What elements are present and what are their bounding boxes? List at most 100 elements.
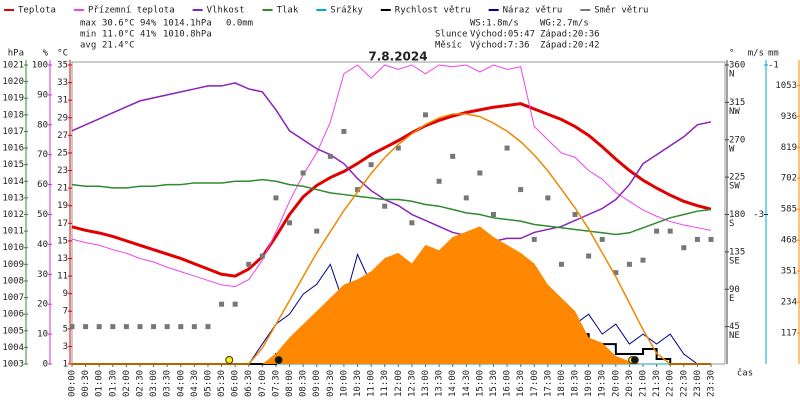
y-tick-label: 90 <box>729 285 740 295</box>
x-tick-label: 11:00 <box>367 370 377 397</box>
y-tick-label: 1019 <box>2 94 24 104</box>
direction-point <box>708 236 714 242</box>
y-tick-label: 25 <box>57 148 68 158</box>
direction-point <box>490 212 496 217</box>
x-tick-label: 09:00 <box>312 370 322 397</box>
x-tick-label: 22:30 <box>679 370 689 397</box>
x-tick-label: 03:30 <box>163 370 173 397</box>
axis-label: ° <box>729 49 734 59</box>
y-tick-label: -3 <box>753 210 764 220</box>
compass-label: SE <box>729 256 740 266</box>
y-tick-label: 1014 <box>2 177 24 187</box>
x-tick-label: 23:00 <box>693 370 703 397</box>
y-tick-label: 50 <box>37 210 48 220</box>
y-tick-label: 117 <box>781 329 797 339</box>
info-text: Měsíc <box>435 41 462 51</box>
y-tick-label: 27 <box>57 131 68 141</box>
y-tick-label: 1016 <box>2 144 24 154</box>
x-tick-label: 00:00 <box>68 370 78 397</box>
info-text: Slunce <box>435 30 468 40</box>
x-tick-label: 04:00 <box>176 370 186 397</box>
y-tick-label: 100 <box>32 61 48 71</box>
x-tick-label: 11:30 <box>380 370 390 397</box>
y-tick-label: 17 <box>57 219 68 229</box>
x-tick-label: 13:00 <box>421 370 431 397</box>
solar-area <box>72 226 711 364</box>
y-tick-label: 40 <box>37 240 48 250</box>
rise-set-marker <box>274 356 283 364</box>
x-tick-label: 23:30 <box>707 370 717 397</box>
direction-point <box>246 261 252 267</box>
direction-point <box>572 212 578 217</box>
axis-label: °C <box>57 49 68 59</box>
y-tick-label: -1 <box>768 61 779 71</box>
y-tick-label: 35 <box>57 61 68 71</box>
legend-label: Přízemní teplota <box>88 6 175 16</box>
direction-point <box>83 324 89 330</box>
direction-point <box>640 257 646 263</box>
legend-label: Tlak <box>277 6 299 16</box>
direction-point <box>694 236 700 242</box>
legend-label: Teplota <box>18 6 56 16</box>
x-tick-label: 10:30 <box>353 370 363 397</box>
x-tick-label: 08:30 <box>299 370 309 397</box>
axis-label: mm <box>768 49 779 59</box>
x-tick-label: 12:30 <box>407 370 417 397</box>
y-tick-label: 5 <box>63 324 68 334</box>
y-tick-label: 585 <box>781 205 797 215</box>
x-tick-label: 19:00 <box>584 370 594 397</box>
direction-point <box>259 253 265 259</box>
x-tick-label: 22:00 <box>666 370 676 397</box>
y-tick-label: 21 <box>57 184 68 194</box>
legend-label: Rychlost větru <box>395 6 471 16</box>
y-tick-label: 360 <box>729 61 745 71</box>
y-tick-label: 19 <box>57 201 68 211</box>
legend-label: Srážky <box>330 6 363 16</box>
direction-point <box>164 324 170 330</box>
direction-point <box>613 270 619 276</box>
y-tick-label: 1013 <box>2 193 24 203</box>
info-text: WS:1.8m/s <box>470 19 519 29</box>
x-tick-label: 12:00 <box>394 370 404 397</box>
y-tick-label: 1017 <box>2 127 24 137</box>
direction-point <box>626 261 632 267</box>
direction-point <box>667 228 673 234</box>
x-tick-label: 13:30 <box>435 370 445 397</box>
y-tick-label: 45 <box>729 322 740 332</box>
stat-text: 1014.1hPa <box>163 19 212 29</box>
y-tick-label: 0 <box>43 360 48 370</box>
compass-label: W <box>729 144 735 154</box>
x-tick-label: 08:00 <box>285 370 295 397</box>
x-tick-label: 03:00 <box>149 370 159 397</box>
x-tick-label: 21:00 <box>639 370 649 397</box>
legend-label: Náraz větru <box>503 6 563 16</box>
direction-point <box>123 324 129 330</box>
y-tick-label: 23 <box>57 166 68 176</box>
direction-point <box>273 195 279 201</box>
x-tick-label: 18:30 <box>571 370 581 397</box>
x-tick-label: 05:00 <box>203 370 213 397</box>
x-tick-label: 20:00 <box>611 370 621 397</box>
info-text: WG:2.7m/s <box>540 19 589 29</box>
direction-point <box>545 195 551 201</box>
x-tick-label: 21:30 <box>652 370 662 397</box>
info-text: Západ:20:36 <box>540 30 600 40</box>
legend-label: Vlhkost <box>207 6 245 16</box>
x-tick-label: 02:30 <box>135 370 145 397</box>
x-tick-label: 06:30 <box>244 370 254 397</box>
y-tick-label: 225 <box>729 173 745 183</box>
direction-point <box>586 253 592 259</box>
x-tick-label: 09:30 <box>326 370 336 397</box>
compass-label: N <box>729 70 734 80</box>
y-tick-label: 1010 <box>2 243 24 253</box>
info-text: Východ:7:36 <box>470 41 530 51</box>
y-tick-label: 1007 <box>2 293 24 303</box>
y-tick-label: 33 <box>57 78 68 88</box>
x-tick-label: 18:00 <box>557 370 567 397</box>
x-tick-label: 04:30 <box>190 370 200 397</box>
direction-point <box>654 228 660 234</box>
direction-point <box>300 170 306 176</box>
x-tick-label: 01:30 <box>108 370 118 397</box>
x-tick-label: 02:00 <box>122 370 132 397</box>
compass-label: E <box>729 294 734 304</box>
